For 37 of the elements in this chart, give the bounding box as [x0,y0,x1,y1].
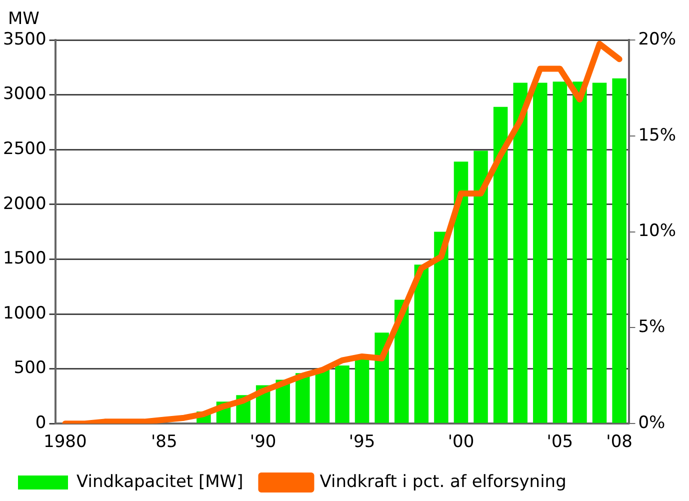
bar [434,232,448,423]
y-tick-label: 2000 [3,194,46,214]
bar [414,264,429,423]
bar [533,82,548,423]
y-tick-label: 500 [14,358,46,378]
y-tick-label: 3500 [3,29,46,50]
x-tick-label: '00 [448,432,474,452]
x-tick-label: '90 [250,432,276,452]
bar [474,150,488,423]
y2-tick-label: 10% [638,221,676,242]
x-tick-label: '05 [546,432,574,452]
y-tick-label: 1500 [3,248,46,269]
y2-tick-label: 20% [638,29,676,50]
bar [513,82,528,423]
bar [354,358,370,423]
y2-tick-label: 0% [638,413,666,434]
bar [572,82,587,423]
y-axis-title: MW [8,8,40,29]
bar [493,106,508,423]
x-tick-label: 1980 [44,432,87,452]
legend-label: Vindkapacitet [MW] [76,472,244,492]
bar [454,162,468,423]
y-tick-label: 1000 [3,303,46,324]
bar [612,78,626,423]
y-tick-label: 2500 [3,139,46,160]
y2-tick-label: 5% [638,317,666,338]
y-tick-label: 3000 [3,84,46,104]
x-tick-label: '08 [606,432,632,452]
y2-tick-label: 15% [638,125,676,146]
y-tick-label: 0 [35,413,46,434]
x-tick-label: '95 [348,432,376,452]
bar [315,368,330,423]
legend-label: Vindkraft i pct. af elforsyning [320,472,566,492]
bar [552,82,568,423]
x-tick-label: '85 [150,432,178,452]
bar [592,82,607,423]
bar [335,366,350,423]
